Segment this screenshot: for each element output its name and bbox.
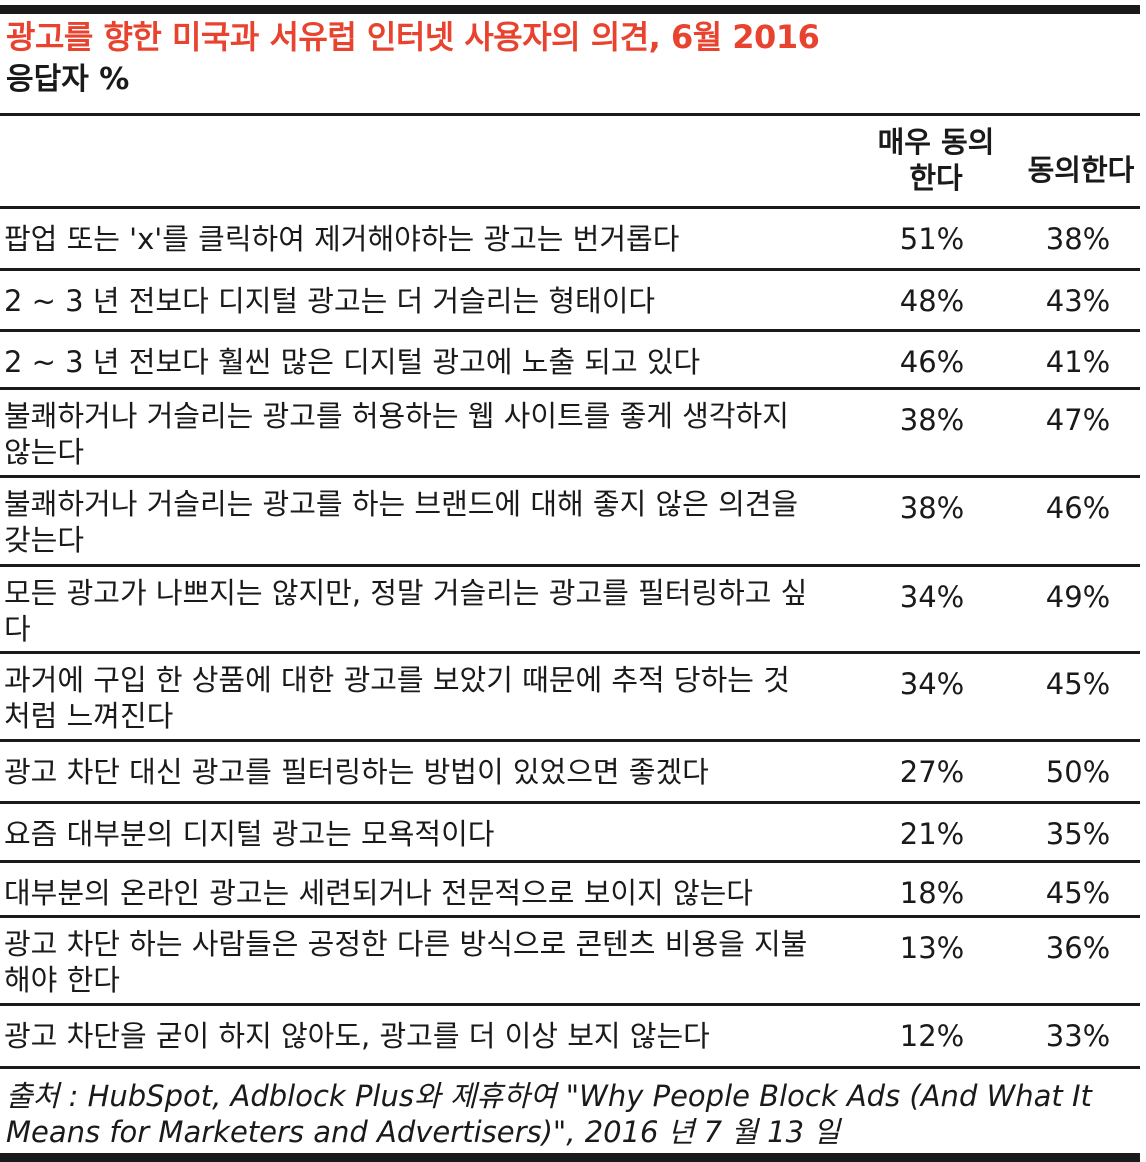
row-label: 요즘 대부분의 디지털 광고는 모욕적이다	[4, 817, 495, 851]
value-agree: 33%	[1045, 1019, 1111, 1053]
value-strongly-agree: 38%	[899, 491, 965, 525]
column-header-strongly-agree: 매우 동의한다	[877, 125, 995, 195]
value-agree: 45%	[1045, 667, 1111, 701]
table-row: 2 ~ 3 년 전보다 디지털 광고는 더 거슬리는 형태이다 48% 43%	[0, 271, 1140, 332]
row-label: 광고 차단 대신 광고를 필터링하는 방법이 있었으면 좋겠다	[4, 755, 709, 789]
value-agree: 50%	[1045, 755, 1111, 789]
value-agree: 43%	[1045, 284, 1111, 318]
value-strongly-agree: 34%	[899, 580, 965, 614]
table-row: 2 ~ 3 년 전보다 훨씬 많은 디지털 광고에 노출 되고 있다 46% 41%	[0, 332, 1140, 390]
value-strongly-agree: 21%	[899, 817, 965, 851]
value-agree: 47%	[1045, 403, 1111, 437]
table-row: 광고 차단 하는 사람들은 공정한 다른 방식으로 콘텐츠 비용을 지불해야 한…	[0, 918, 1140, 1006]
chart-subtitle: 응답자 %	[6, 62, 130, 97]
value-agree: 49%	[1045, 580, 1111, 614]
chart-title: 광고를 향한 미국과 서유럽 인터넷 사용자의 의견, 6월 2016	[6, 18, 820, 56]
value-agree: 45%	[1045, 876, 1111, 910]
table-row: 대부분의 온라인 광고는 세련되거나 전문적으로 보이지 않는다 18% 45%	[0, 863, 1140, 918]
row-label: 2 ~ 3 년 전보다 훨씬 많은 디지털 광고에 노출 되고 있다	[4, 345, 701, 379]
table-row: 불쾌하거나 거슬리는 광고를 허용하는 웹 사이트를 좋게 생각하지 않는다 38…	[0, 390, 1140, 478]
value-strongly-agree: 48%	[899, 284, 965, 318]
bottom-rule	[0, 1153, 1140, 1162]
table-row: 모든 광고가 나쁘지는 않지만, 정말 거슬리는 광고를 필터링하고 싶다 34%…	[0, 567, 1140, 654]
value-strongly-agree: 46%	[899, 345, 965, 379]
source-note: 출처 : HubSpot, Adblock Plus와 제휴하여 "Why Pe…	[6, 1079, 1092, 1149]
row-label: 불쾌하거나 거슬리는 광고를 허용하는 웹 사이트를 좋게 생각하지 않는다	[4, 399, 789, 469]
value-agree: 41%	[1045, 345, 1111, 379]
table-row: 광고 차단 대신 광고를 필터링하는 방법이 있었으면 좋겠다 27% 50%	[0, 742, 1140, 804]
row-label: 광고 차단을 굳이 하지 않아도, 광고를 더 이상 보지 않는다	[4, 1019, 710, 1053]
value-agree: 36%	[1045, 931, 1111, 965]
table-row: 팝업 또는 'x'를 클릭하여 제거해야하는 광고는 번거롭다 51% 38%	[0, 209, 1140, 271]
value-strongly-agree: 34%	[899, 667, 965, 701]
column-header-agree: 동의한다	[1027, 153, 1135, 187]
value-strongly-agree: 38%	[899, 403, 965, 437]
opinion-table: 매우 동의한다 동의한다 팝업 또는 'x'를 클릭하여 제거해야하는 광고는 …	[0, 113, 1140, 1069]
row-label: 불쾌하거나 거슬리는 광고를 하는 브랜드에 대해 좋지 않은 의견을 갖는다	[4, 487, 799, 557]
table-row: 과거에 구입 한 상품에 대한 광고를 보았기 때문에 추적 당하는 것처럼 느…	[0, 654, 1140, 742]
table-row: 요즘 대부분의 디지털 광고는 모욕적이다 21% 35%	[0, 804, 1140, 863]
value-strongly-agree: 13%	[899, 931, 965, 965]
row-label: 팝업 또는 'x'를 클릭하여 제거해야하는 광고는 번거롭다	[4, 222, 680, 256]
row-label: 광고 차단 하는 사람들은 공정한 다른 방식으로 콘텐츠 비용을 지불해야 한…	[4, 927, 808, 997]
row-label: 대부분의 온라인 광고는 세련되거나 전문적으로 보이지 않는다	[4, 876, 753, 910]
value-strongly-agree: 18%	[899, 876, 965, 910]
row-label: 과거에 구입 한 상품에 대한 광고를 보았기 때문에 추적 당하는 것처럼 느…	[4, 663, 790, 733]
table-body: 팝업 또는 'x'를 클릭하여 제거해야하는 광고는 번거롭다 51% 38% 2 ~…	[0, 209, 1140, 1069]
value-strongly-agree: 12%	[899, 1019, 965, 1053]
table-row: 광고 차단을 굳이 하지 않아도, 광고를 더 이상 보지 않는다 12% 33%	[0, 1006, 1140, 1069]
table-header: 매우 동의한다 동의한다	[0, 113, 1140, 209]
row-label: 2 ~ 3 년 전보다 디지털 광고는 더 거슬리는 형태이다	[4, 284, 656, 318]
value-agree: 46%	[1045, 491, 1111, 525]
value-strongly-agree: 27%	[899, 755, 965, 789]
value-agree: 35%	[1045, 817, 1111, 851]
row-label: 모든 광고가 나쁘지는 않지만, 정말 거슬리는 광고를 필터링하고 싶다	[4, 576, 808, 646]
value-agree: 38%	[1045, 222, 1111, 256]
top-rule	[0, 5, 1140, 14]
value-strongly-agree: 51%	[899, 222, 965, 256]
table-row: 불쾌하거나 거슬리는 광고를 하는 브랜드에 대해 좋지 않은 의견을 갖는다 3…	[0, 478, 1140, 567]
